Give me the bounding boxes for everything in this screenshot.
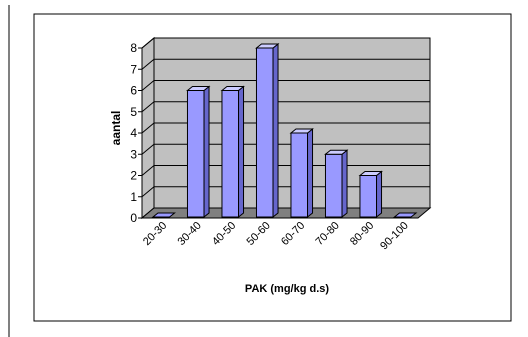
bar-top: [220, 86, 245, 91]
bar-side: [307, 127, 314, 219]
gridline-side: [141, 37, 155, 49]
gridline-side: [141, 186, 155, 198]
gridline-side: [141, 165, 155, 176]
y-tick-label: 2: [130, 169, 137, 183]
y-tick-label: 7: [130, 62, 137, 76]
bar-top: [186, 86, 211, 91]
bar: [393, 212, 418, 218]
bar-front: [290, 132, 309, 218]
bar-top: [289, 128, 314, 134]
y-tick-label: 5: [130, 105, 137, 119]
gridline-side: [141, 101, 155, 113]
bar-front: [359, 175, 378, 218]
bar-side: [203, 85, 210, 219]
bar-top: [324, 149, 349, 155]
bar-front: [255, 47, 274, 218]
y-axis-label: aantal: [109, 111, 123, 146]
bar-front: [186, 90, 205, 218]
y-tick-label: 8: [130, 41, 137, 55]
floor-plane: [140, 207, 432, 219]
bar-front: [221, 90, 240, 218]
bar: [186, 85, 211, 219]
gridline-side: [141, 122, 155, 134]
bar-top: [358, 171, 383, 176]
y-tick-labels: 0 1 2 3 4 5 6 7 8: [130, 41, 143, 225]
bar-side: [376, 170, 383, 219]
bar: [255, 42, 280, 219]
y-tick-label: 3: [130, 147, 137, 161]
bar-zero: [151, 212, 176, 218]
y-tick-label: 4: [130, 126, 137, 140]
gridline-side: [141, 58, 155, 70]
y-tick-label: 0: [130, 211, 137, 225]
chart-walls: [141, 36, 431, 220]
chart-floor: [140, 207, 432, 219]
bar-side: [238, 85, 245, 219]
gridline-side: [141, 80, 155, 91]
gridline-side: [141, 143, 155, 155]
bar: [358, 170, 383, 219]
x-axis-label: PAK (mg/kg d.s): [245, 283, 329, 295]
bar-side: [341, 149, 348, 219]
bar: [324, 149, 349, 219]
bar-side: [272, 42, 279, 219]
y-tick-label: 1: [130, 190, 137, 204]
bars: [151, 42, 418, 219]
bar: [220, 85, 245, 219]
bar-front: [324, 153, 343, 218]
bar-top: [255, 43, 280, 49]
bar: [151, 212, 176, 218]
y-tick-label: 6: [130, 84, 137, 98]
bar-zero: [393, 212, 418, 218]
bar: [289, 127, 314, 219]
